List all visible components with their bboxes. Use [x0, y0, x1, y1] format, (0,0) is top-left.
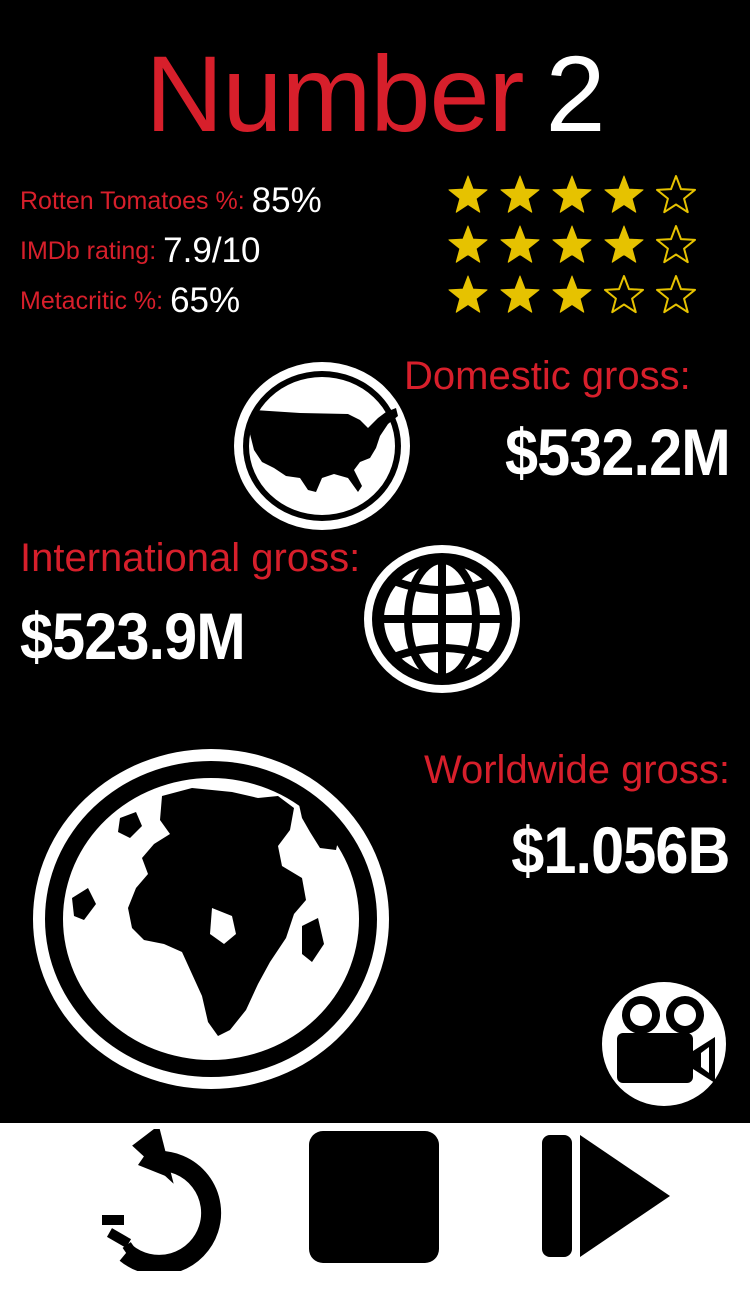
star-ratings	[446, 170, 706, 320]
star-row	[446, 270, 706, 320]
domestic-gross-label: Domestic gross:	[404, 354, 691, 398]
international-gross-label: International gross:	[20, 536, 361, 580]
star-filled-icon	[552, 225, 592, 263]
earth-icon	[33, 749, 389, 1089]
movie-camera-icon[interactable]	[601, 981, 727, 1107]
star-filled-icon	[604, 225, 644, 263]
star-row	[446, 220, 706, 270]
star-empty-icon	[655, 225, 697, 264]
worldwide-gross-value: $1.056B	[511, 813, 731, 887]
rating-imdb: IMDb rating: 7.9/10	[20, 226, 322, 276]
star-filled-icon	[500, 275, 540, 313]
star-empty-icon	[655, 275, 697, 314]
rating-metacritic: Metacritic %: 65%	[20, 276, 322, 326]
star-filled-icon	[552, 275, 592, 313]
page-title: Number 2	[0, 40, 750, 148]
star-filled-icon	[448, 275, 488, 313]
star-empty-icon	[655, 175, 697, 214]
star-empty-icon	[603, 275, 645, 314]
rating-label: IMDb rating:	[20, 236, 157, 265]
title-rank: 2	[545, 33, 606, 154]
skip-next-icon[interactable]	[540, 1133, 672, 1259]
star-filled-icon	[552, 175, 592, 213]
star-filled-icon	[604, 175, 644, 213]
usa-map-icon	[234, 362, 410, 530]
worldwide-gross-label: Worldwide gross:	[423, 748, 730, 792]
title-word: Number	[145, 33, 524, 154]
rating-label: Metacritic %:	[20, 286, 164, 315]
stop-icon[interactable]	[309, 1131, 439, 1263]
playback-controls	[0, 1123, 750, 1294]
rating-rotten-tomatoes: Rotten Tomatoes %: 85%	[20, 176, 322, 226]
domestic-gross-value: $532.2M	[505, 415, 731, 489]
replay-icon[interactable]	[98, 1129, 230, 1271]
rating-value: 65%	[170, 281, 241, 320]
rating-value: 7.9/10	[163, 231, 261, 270]
star-filled-icon	[500, 225, 540, 263]
star-row	[446, 170, 706, 220]
ratings-list: Rotten Tomatoes %: 85% IMDb rating: 7.9/…	[20, 176, 322, 326]
globe-grid-icon	[364, 545, 520, 693]
rating-label: Rotten Tomatoes %:	[20, 186, 245, 215]
star-filled-icon	[448, 175, 488, 213]
star-filled-icon	[500, 175, 540, 213]
star-filled-icon	[448, 225, 488, 263]
rating-value: 85%	[251, 181, 322, 220]
international-gross-value: $523.9M	[20, 599, 246, 673]
